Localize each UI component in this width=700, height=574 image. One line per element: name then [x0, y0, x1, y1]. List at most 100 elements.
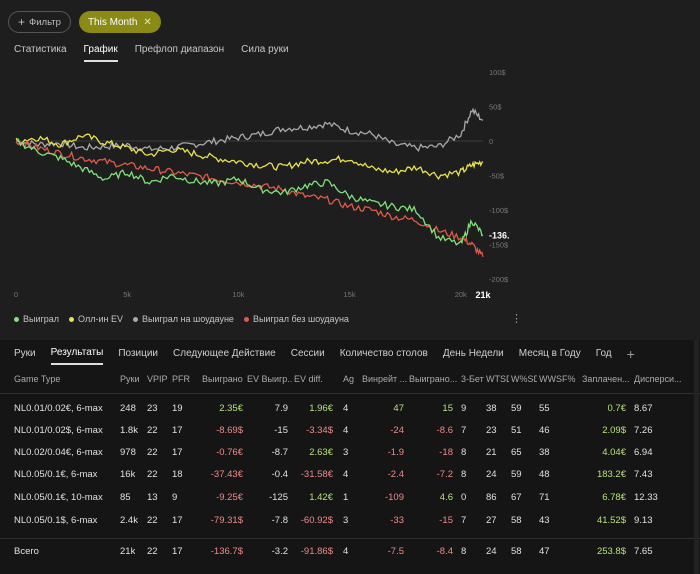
table-cell: 18 [172, 469, 183, 480]
legend-label: Выиграл без шоудауна [252, 314, 349, 324]
table-cell: 46 [539, 425, 550, 436]
view-tab-2[interactable]: Префлоп диапазон [134, 44, 225, 55]
table-cell: 21 [486, 447, 497, 458]
table-cell: 65 [511, 447, 522, 458]
table-cell: 15 [442, 403, 453, 414]
column-header[interactable]: 3-Бет [461, 374, 484, 384]
column-header[interactable]: Дисперси... [634, 374, 682, 384]
table-cell: 19 [172, 403, 183, 414]
table-cell: 7.65 [634, 546, 653, 557]
column-header[interactable]: Выиграно... [409, 374, 458, 384]
report-tab-2[interactable]: Позиции [118, 348, 159, 359]
column-header[interactable]: PFR [172, 374, 190, 384]
end-value-label: -136.7$ [489, 230, 510, 240]
column-header[interactable]: W%SD [511, 374, 537, 384]
table-cell: 41.52$ [596, 515, 626, 526]
legend-dot-icon [14, 316, 19, 322]
table-row[interactable]: NL0.05/0.1€, 6-max 16k 22 18 -37.43€ -0.4 -31.… [0, 466, 700, 486]
table-cell: 71 [539, 492, 550, 503]
y-tick-label: 0 [489, 137, 493, 146]
column-header[interactable]: Заплачен... [582, 374, 630, 384]
table-row[interactable]: NL0.01/0.02$, 6-max 1.8k 22 17 -8.69$ -15 -3.3… [0, 422, 700, 442]
table-total-row[interactable]: Всего 21k 22 17 -136.7$ -3.2 -91.86$ 4 -7.5 -8.4 8… [0, 543, 700, 563]
column-header[interactable]: VPIP [147, 374, 168, 384]
y-tick-label: -200$ [489, 275, 509, 284]
table-cell: 248 [120, 403, 136, 414]
column-header[interactable]: EV Выигр... [247, 374, 292, 384]
legend-label: Выиграл на шоудауне [141, 314, 234, 324]
active-filter-chip[interactable]: This Month ✕ [78, 11, 161, 33]
table-cell: 22 [147, 515, 158, 526]
table-cell: -0.76€ [216, 447, 243, 458]
report-tab-7[interactable]: Месяц в Году [518, 348, 581, 359]
table-cell: -125 [268, 492, 288, 503]
table-cell: 7.9 [274, 403, 288, 414]
view-tab-0[interactable]: Статистика [14, 44, 67, 55]
table-row[interactable]: NL0.02/0.04€, 6-max 978 22 17 -0.76€ -8.7 2.63… [0, 444, 700, 464]
view-tab-1[interactable]: График [83, 44, 118, 62]
table-cell: 24 [486, 469, 497, 480]
table-cell: 59 [511, 403, 522, 414]
report-tab-8[interactable]: Год [595, 348, 612, 359]
column-header[interactable]: Винрейт ... [362, 374, 407, 384]
report-tab-6[interactable]: День Недели [442, 348, 504, 359]
table-cell: 58 [511, 546, 522, 557]
column-header[interactable]: EV diff. [294, 374, 323, 384]
column-header[interactable]: Ag [343, 374, 355, 384]
x-tick-label: 5k [123, 290, 131, 299]
table-cell: NL0.05/0.1€, 10-max [14, 492, 103, 503]
y-tick-label: -50$ [489, 172, 505, 181]
table-cell: 2.35€ [219, 403, 243, 414]
report-tab-1[interactable]: Результаты [50, 347, 104, 365]
column-header[interactable]: Game Type [14, 374, 61, 384]
table-cell: 1 [343, 492, 349, 503]
report-tab-4[interactable]: Сессии [290, 348, 325, 359]
table-cell: 6.78€ [602, 492, 626, 503]
table-cell: 7 [461, 425, 467, 436]
close-icon[interactable]: ✕ [143, 16, 152, 28]
table-cell: -8.4 [436, 546, 453, 557]
table-cell: 4 [343, 546, 349, 557]
table-cell: -37.43€ [210, 469, 243, 480]
legend-item-2[interactable]: Выиграл на шоудауне [132, 314, 234, 324]
add-filter-button[interactable]: + Фильтр [8, 11, 71, 33]
table-scrollbar[interactable] [694, 340, 699, 574]
add-report-tab-icon[interactable]: + [626, 345, 635, 362]
x-tick-label: 0 [14, 290, 18, 299]
table-cell: 3 [343, 447, 349, 458]
table-cell: -8.69$ [216, 425, 243, 436]
legend-item-3[interactable]: Выиграл без шоудауна [243, 314, 349, 324]
column-header[interactable]: WTSD [486, 374, 509, 384]
table-cell: 2.09$ [602, 425, 626, 436]
legend-item-1[interactable]: Олл-ин EV [69, 314, 123, 324]
table-cell: 0 [461, 492, 467, 503]
table-cell: 0.7€ [607, 403, 627, 414]
table-row[interactable]: NL0.05/0.1$, 6-max 2.4k 22 17 -79.31$ -7.8 -60… [0, 512, 700, 532]
x-tick-label: 10k [232, 290, 244, 299]
table-cell: 21k [120, 546, 136, 557]
table-row[interactable]: NL0.05/0.1€, 10-max 85 13 9 -9.25€ -125 1.42€ 1… [0, 489, 700, 509]
legend-label: Олл-ин EV [78, 314, 123, 324]
report-tab-5[interactable]: Количество столов [339, 348, 428, 359]
column-header[interactable]: WWSF% [539, 374, 576, 384]
legend-dot-icon [132, 316, 138, 322]
legend-item-0[interactable]: Выиграл [14, 314, 59, 324]
column-header[interactable]: Руки [120, 374, 140, 384]
column-header[interactable]: Выиграно [202, 374, 243, 384]
table-cell: 47 [539, 546, 550, 557]
table-cell: -9.25€ [216, 492, 243, 503]
table-row[interactable]: NL0.01/0.02€, 6-max 248 23 19 2.35€ 7.9 1.96€ 4… [0, 400, 700, 420]
table-cell: 59 [511, 469, 522, 480]
table-cell: 3 [343, 515, 349, 526]
more-options-icon[interactable]: ⋮ [511, 313, 522, 325]
table-cell: -79.31$ [210, 515, 243, 526]
table-cell: -31.58€ [300, 469, 333, 480]
view-tab-3[interactable]: Сила руки [241, 44, 289, 55]
table-cell: 4 [343, 403, 349, 414]
series-line-2 [15, 107, 484, 152]
table-cell: 67 [511, 492, 522, 503]
report-tab-0[interactable]: Руки [14, 348, 36, 359]
report-tab-3[interactable]: Следующее Действие [173, 348, 276, 359]
table-divider [0, 538, 700, 539]
table-cell: -3.2 [271, 546, 288, 557]
